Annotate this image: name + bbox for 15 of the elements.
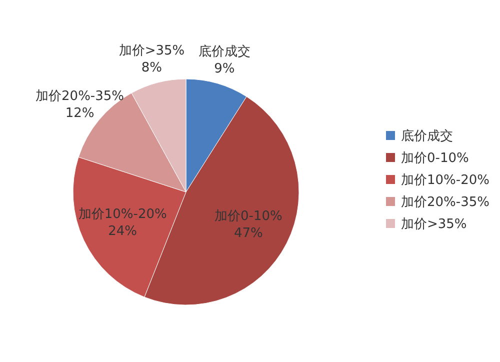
slice-label: 加价10%-20% <box>78 206 167 222</box>
data-label: 47% <box>234 226 263 241</box>
legend-label: 底价成交 <box>401 128 453 144</box>
data-label: 9% <box>214 62 235 77</box>
data-label: 24% <box>108 224 138 239</box>
slice-label: 底价成交 <box>198 44 250 60</box>
slice-label: 加价20%-35% <box>36 89 124 104</box>
data-label: 8% <box>141 60 162 76</box>
legend-label: 加价10%-20% <box>401 173 490 188</box>
legend-label: 加价20%-35% <box>401 195 490 210</box>
legend-label: 加价0-10% <box>401 151 469 166</box>
data-label: 12% <box>65 106 94 122</box>
legend-label: 加价>35% <box>401 217 467 232</box>
slice-label: 加价>35% <box>118 43 185 58</box>
slice-label: 加价0-10% <box>214 208 282 224</box>
